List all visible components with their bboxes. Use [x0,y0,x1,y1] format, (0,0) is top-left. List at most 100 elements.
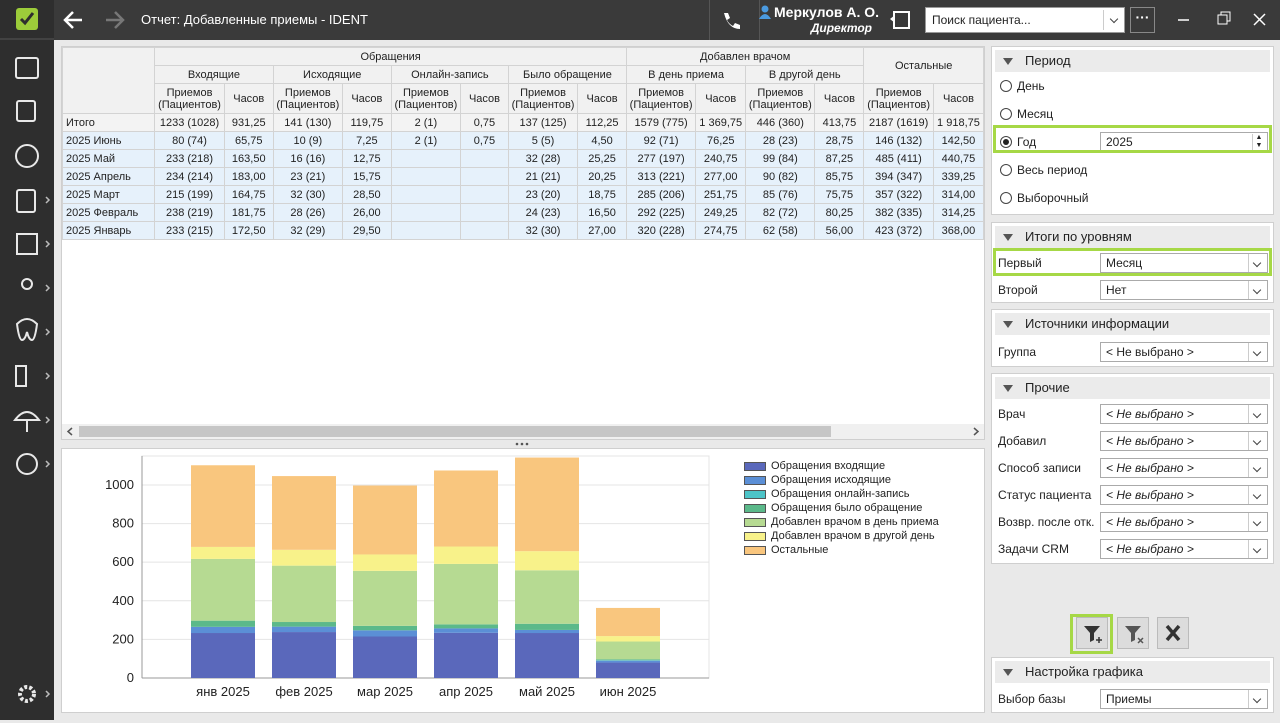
cell [391,150,460,168]
section-header[interactable]: Источники информации [995,313,1270,335]
history-icon[interactable] [888,9,912,31]
metric-header: Приемов (Пациентов) [391,84,460,114]
dropdown[interactable]: < Не выбрано > [1100,458,1268,478]
phone-icon[interactable] [720,10,740,30]
bar-segment [596,636,660,641]
collapse-toggle[interactable] [1003,385,1013,392]
dropdown-arrow [1248,690,1267,708]
collapse-toggle[interactable] [1003,669,1013,676]
cell: 92 (71) [626,132,695,150]
collapse-toggle[interactable] [1003,321,1013,328]
icon-payments[interactable] [17,454,37,474]
dropdown[interactable]: < Не выбрано > [1100,539,1268,559]
bar-segment [272,622,336,627]
excel-button[interactable] [1157,617,1189,649]
cell: 234 (214) [155,168,225,186]
cell: 2187 (1619) [864,114,934,132]
legend-item: Добавлен врачом в другой день [744,531,951,542]
bar-segment [353,571,417,626]
collapse-toggle[interactable] [1003,234,1013,241]
dropdown[interactable]: Приемы [1100,689,1268,709]
dropdown[interactable]: < Не выбрано > [1100,404,1268,424]
splitter[interactable] [512,440,532,448]
cell [461,204,509,222]
h-scrollbar[interactable] [62,424,984,439]
field-label: Второй [998,283,1038,297]
radio[interactable] [1000,108,1012,120]
more-button[interactable]: ··· [1130,7,1155,33]
legend-swatch [744,518,766,527]
icon-calc[interactable] [17,190,35,212]
y-tick-label: 400 [112,593,134,608]
forward-button[interactable] [106,12,123,28]
dropdown[interactable]: < Не выбрано > [1100,512,1268,532]
icon-staff[interactable] [22,279,32,289]
cell: 320 (228) [626,222,695,240]
radio[interactable] [1000,192,1012,204]
bar-segment [272,627,336,632]
icon-settings[interactable] [20,687,34,701]
collapse-toggle[interactable] [1003,58,1013,65]
legend-item: Остальные [744,545,951,556]
section-title: Итоги по уровням [1025,229,1132,244]
radio[interactable] [1000,164,1012,176]
bar-segment [272,550,336,566]
sub-header: Было обращение [508,66,626,84]
metric-header: Часов [696,84,746,114]
x-tick-label: янв 2025 [196,684,250,699]
field-label: Добавил [998,434,1046,448]
section-header[interactable]: Прочие [995,377,1270,399]
icon-visits[interactable] [17,101,35,121]
dropdown[interactable]: < Не выбрано > [1100,342,1268,362]
cell: 80,25 [815,204,864,222]
metric-header: Часов [461,84,509,114]
y-tick-label: 1000 [105,477,134,492]
dropdown[interactable]: < Не выбрано > [1100,431,1268,451]
dropdown[interactable]: < Не выбрано > [1100,485,1268,505]
section-header[interactable]: Итоги по уровням [995,226,1270,248]
patient-search[interactable]: Поиск пациента... [925,7,1125,33]
cell: 99 (84) [746,150,815,168]
legend-swatch [744,504,766,513]
dropdown-arrow [1248,540,1267,558]
row-label: Итого [63,114,155,132]
row-label: 2025 Февраль [63,204,155,222]
x-tick-label: фев 2025 [275,684,332,699]
apply-filter-button[interactable] [1076,617,1108,649]
legend-label: Добавлен врачом в день приема [771,516,939,528]
metric-header: Часов [342,84,391,114]
dropdown-value: < Не выбрано > [1106,407,1194,421]
radio[interactable] [1000,80,1012,92]
close[interactable] [1254,14,1265,25]
icon-storage[interactable] [16,366,26,386]
dropdown[interactable]: Нет [1100,280,1268,300]
metric-header: Часов [933,84,983,114]
icon-schedule[interactable] [16,58,38,78]
cell: 141 (130) [273,114,342,132]
section-header[interactable]: Период [995,50,1270,72]
row-label: 2025 Март [63,186,155,204]
bar-segment [272,476,336,550]
icon-dental[interactable] [17,319,37,340]
bar-segment [191,627,255,633]
cell: 32 (30) [273,186,342,204]
legend-swatch [744,532,766,541]
cell: 85 (76) [746,186,815,204]
icon-insurance[interactable] [15,412,39,432]
restore[interactable] [1218,15,1227,24]
legend-swatch [744,490,766,499]
clear-filter-button[interactable] [1117,617,1149,649]
cell: 28 (26) [273,204,342,222]
icon-finance[interactable] [16,145,38,167]
bar-segment [434,633,498,678]
back-button[interactable] [65,12,82,28]
icon-reports[interactable] [17,234,37,254]
user-name[interactable]: Меркулов А. О. [774,4,879,20]
group-header: Обращения [155,48,627,66]
cell: 7,25 [342,132,391,150]
section-header[interactable]: Настройка графика [995,661,1270,683]
